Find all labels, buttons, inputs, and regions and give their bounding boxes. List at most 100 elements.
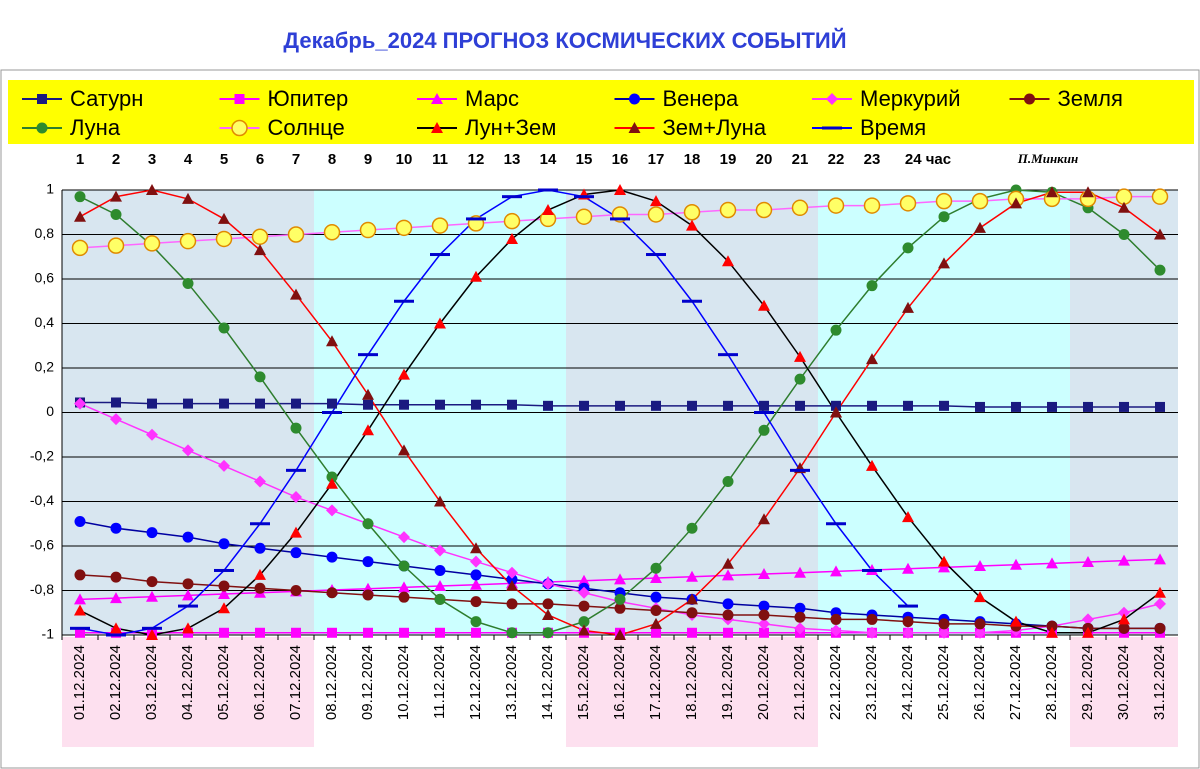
marker bbox=[142, 626, 162, 630]
marker bbox=[650, 617, 662, 629]
x-tick-label: 27.12.2024 bbox=[1007, 645, 1024, 720]
marker bbox=[902, 301, 914, 313]
marker bbox=[146, 428, 158, 441]
marker bbox=[575, 208, 593, 225]
marker bbox=[219, 627, 229, 638]
marker bbox=[74, 191, 86, 203]
legend-marker bbox=[37, 94, 47, 104]
marker bbox=[1047, 401, 1057, 412]
marker bbox=[938, 626, 950, 639]
marker bbox=[286, 468, 306, 472]
marker bbox=[146, 629, 158, 640]
y-tick-label: 0,6 bbox=[35, 270, 55, 286]
marker bbox=[182, 589, 194, 601]
marker bbox=[758, 299, 770, 311]
marker bbox=[974, 626, 986, 639]
marker bbox=[794, 566, 806, 578]
marker bbox=[1046, 620, 1058, 632]
marker bbox=[686, 570, 698, 582]
marker bbox=[290, 288, 302, 300]
x-tick-label: 11.12.2024 bbox=[431, 645, 448, 719]
marker bbox=[182, 578, 194, 590]
marker bbox=[794, 602, 806, 614]
marker bbox=[574, 195, 594, 199]
marker bbox=[215, 230, 233, 248]
marker bbox=[506, 232, 518, 244]
marker bbox=[830, 613, 842, 625]
x-tick-label: 10.12.2024 bbox=[395, 645, 412, 720]
marker bbox=[831, 400, 841, 411]
marker bbox=[794, 611, 806, 623]
marker bbox=[398, 591, 410, 603]
marker bbox=[290, 526, 302, 538]
marker bbox=[470, 555, 482, 568]
marker bbox=[146, 184, 158, 195]
marker bbox=[650, 195, 662, 207]
marker bbox=[359, 221, 377, 239]
x-tick-label: 22.12.2024 bbox=[827, 645, 844, 720]
x-tick-label: 04.12.2024 bbox=[179, 645, 196, 720]
marker bbox=[362, 518, 374, 530]
hour-label: 23 bbox=[864, 151, 881, 168]
series-line bbox=[79, 189, 909, 636]
marker bbox=[430, 253, 450, 257]
marker bbox=[755, 201, 773, 219]
marker bbox=[795, 400, 805, 411]
hour-label: 22 bbox=[828, 151, 845, 168]
marker bbox=[866, 626, 878, 639]
marker bbox=[863, 197, 881, 214]
marker bbox=[470, 569, 482, 581]
x-tick-label: 29.12.2024 bbox=[1079, 645, 1096, 720]
marker bbox=[143, 235, 161, 252]
legend-label: Меркурий bbox=[860, 86, 960, 111]
marker bbox=[326, 587, 338, 599]
marker bbox=[106, 633, 126, 637]
legend-label: Сатурн bbox=[70, 86, 143, 111]
date-band bbox=[1070, 637, 1178, 747]
marker bbox=[111, 397, 121, 408]
marker bbox=[686, 219, 698, 231]
hour-label: 18 bbox=[684, 151, 701, 168]
marker bbox=[866, 613, 878, 625]
date-band bbox=[62, 637, 314, 747]
hour-label: 4 bbox=[184, 151, 193, 168]
hour-label: 21 bbox=[792, 151, 809, 168]
marker bbox=[251, 228, 269, 245]
marker bbox=[182, 444, 194, 457]
marker bbox=[614, 573, 626, 585]
marker bbox=[74, 516, 86, 528]
marker bbox=[759, 627, 769, 638]
marker bbox=[146, 527, 158, 539]
y-tick-label: -1 bbox=[42, 626, 55, 642]
marker bbox=[327, 627, 337, 638]
marker bbox=[651, 400, 661, 411]
marker bbox=[866, 353, 878, 365]
marker bbox=[1118, 606, 1130, 619]
marker bbox=[794, 373, 806, 385]
marker bbox=[398, 444, 410, 456]
marker bbox=[614, 602, 626, 614]
marker bbox=[147, 398, 157, 409]
marker bbox=[218, 322, 230, 334]
hour-label: 17 bbox=[648, 151, 665, 168]
marker bbox=[790, 468, 810, 472]
marker bbox=[362, 589, 374, 601]
marker bbox=[323, 224, 341, 241]
marker bbox=[218, 459, 230, 472]
marker bbox=[435, 627, 445, 638]
x-tick-label: 02.12.2024 bbox=[107, 645, 124, 720]
marker bbox=[398, 581, 410, 593]
marker bbox=[722, 255, 734, 267]
marker bbox=[974, 560, 986, 572]
marker bbox=[470, 616, 482, 628]
hour-label: 12 bbox=[468, 151, 485, 168]
marker bbox=[1118, 554, 1130, 566]
marker bbox=[250, 522, 270, 526]
marker bbox=[718, 353, 738, 357]
marker bbox=[1082, 186, 1094, 198]
marker bbox=[507, 399, 517, 410]
marker bbox=[650, 591, 662, 603]
marker bbox=[866, 459, 878, 471]
marker bbox=[722, 475, 734, 487]
marker bbox=[1118, 229, 1130, 240]
